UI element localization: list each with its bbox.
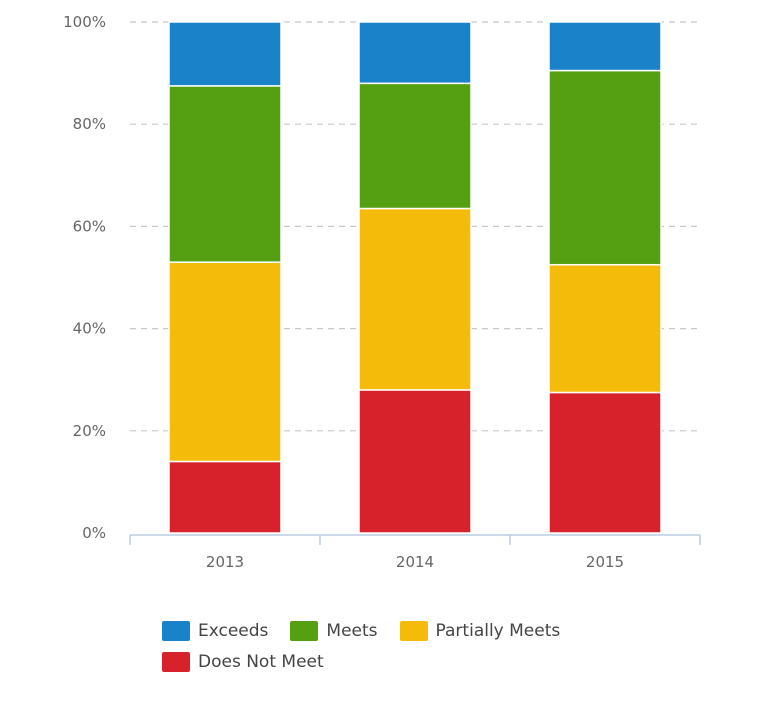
legend-item-does-not-meet[interactable]: Does Not Meet	[162, 651, 324, 673]
y-tick-label: 20%	[73, 422, 106, 440]
legend-swatch-meets	[290, 621, 319, 641]
legend-item-exceeds[interactable]: Exceeds	[162, 620, 268, 642]
y-tick-label: 100%	[63, 13, 106, 31]
y-tick-label: 80%	[73, 115, 106, 133]
legend-swatch-partially-meets	[399, 621, 428, 641]
bar-segment-2014-exceeds[interactable]	[358, 21, 472, 85]
x-tick-label: 2015	[586, 553, 624, 571]
legend-swatch-does-not-meet	[162, 652, 190, 672]
x-tick-label: 2013	[206, 553, 244, 571]
legend: Exceeds Meets Partially Meets Does Not M…	[162, 620, 642, 673]
legend-swatch-exceeds	[162, 621, 190, 641]
bar-segment-2014-meets[interactable]	[358, 82, 472, 210]
legend-label-does-not-meet: Does Not Meet	[198, 652, 324, 672]
legend-label-exceeds: Exceeds	[198, 621, 269, 641]
legend-label-partially-meets: Partially Meets	[435, 621, 561, 641]
bar-segment-2013-meets[interactable]	[168, 85, 282, 263]
y-tick-label: 40%	[73, 320, 106, 338]
bar-segment-2014-does-not-meet[interactable]	[358, 389, 472, 534]
y-tick-label: 60%	[73, 217, 106, 235]
bar-segment-2015-does-not-meet[interactable]	[548, 391, 662, 534]
bar-segment-2013-exceeds[interactable]	[168, 21, 282, 87]
x-tick-label: 2014	[396, 553, 434, 571]
bar-segment-2015-exceeds[interactable]	[548, 21, 662, 72]
stacked-bar-chart: 0% 20% 40% 60% 80% 100% 2013 2014 2015	[63, 13, 701, 571]
legend-item-meets[interactable]: Meets	[290, 620, 378, 642]
legend-item-partially-meets[interactable]: Partially Meets	[399, 620, 561, 642]
y-tick-label: 0%	[82, 524, 106, 542]
legend-label-meets: Meets	[326, 621, 378, 641]
bar-segment-2015-meets[interactable]	[548, 69, 662, 266]
y-axis-ticks: 0% 20% 40% 60% 80% 100%	[63, 13, 106, 542]
x-axis: 2013 2014 2015	[129, 534, 701, 571]
bar-segment-2014-partially-meets[interactable]	[358, 207, 472, 391]
bar-segment-2013-partially-meets[interactable]	[168, 261, 282, 463]
bar-segment-2015-partially-meets[interactable]	[548, 263, 662, 394]
bars	[168, 21, 662, 534]
bar-segment-2013-does-not-meet[interactable]	[168, 460, 282, 534]
